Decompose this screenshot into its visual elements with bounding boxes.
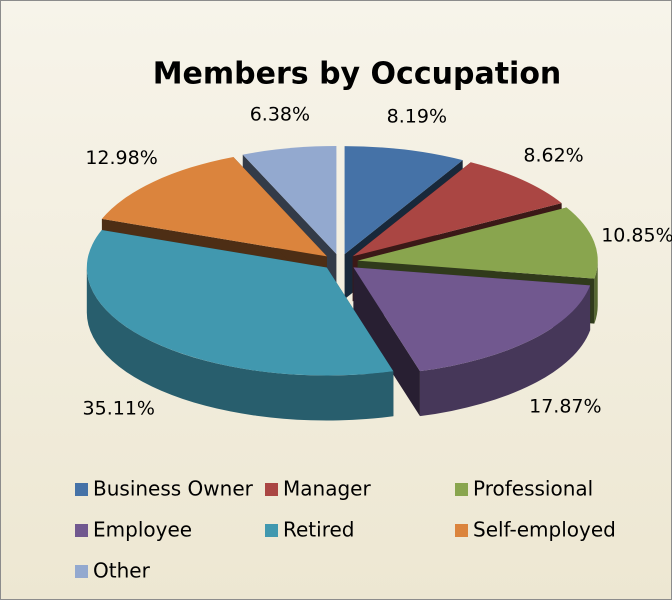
legend-label: Employee: [93, 518, 192, 542]
slice-edge: [86, 267, 394, 421]
legend-swatch: [455, 524, 468, 537]
data-label: 8.19%: [387, 105, 447, 127]
slice-top: [242, 146, 337, 255]
slice-top: [353, 267, 591, 372]
legend-swatch: [265, 524, 278, 537]
data-label: 8.62%: [523, 144, 583, 166]
legend-swatch: [455, 483, 468, 496]
legend: Business Owner Manager Professional Employe…: [75, 477, 616, 583]
slice-top: [357, 207, 598, 279]
slice-top: [86, 230, 394, 376]
legend-label: Retired: [283, 518, 354, 542]
data-label: 35.11%: [83, 398, 155, 420]
slice-side: [353, 267, 420, 417]
data-label: 17.87%: [529, 395, 601, 417]
data-label: 10.85%: [601, 225, 672, 247]
slice-top: [352, 162, 562, 257]
data-label: 12.98%: [85, 147, 157, 169]
legend-label: Manager: [283, 477, 371, 501]
data-label: 6.38%: [250, 104, 310, 126]
chart-title: Members by Occupation: [153, 57, 562, 92]
pie-slice: [86, 230, 394, 421]
legend-swatch: [265, 483, 278, 496]
slice-edge: [594, 260, 598, 324]
legend-swatch: [75, 565, 88, 578]
pie: 8.19% 8.62% 10.85% 17.87% 35.11% 12.98% 6.38%: [83, 104, 672, 421]
pie-slice: [353, 267, 591, 417]
legend-swatch: [75, 524, 88, 537]
slice-top: [101, 156, 327, 257]
slice-edge: [419, 285, 591, 417]
legend-label: Self-employed: [473, 518, 616, 542]
slice-top: [344, 146, 463, 255]
legend-label: Other: [93, 559, 151, 583]
legend-label: Business Owner: [93, 477, 254, 501]
legend-swatch: [75, 483, 88, 496]
legend-label: Professional: [473, 477, 593, 501]
